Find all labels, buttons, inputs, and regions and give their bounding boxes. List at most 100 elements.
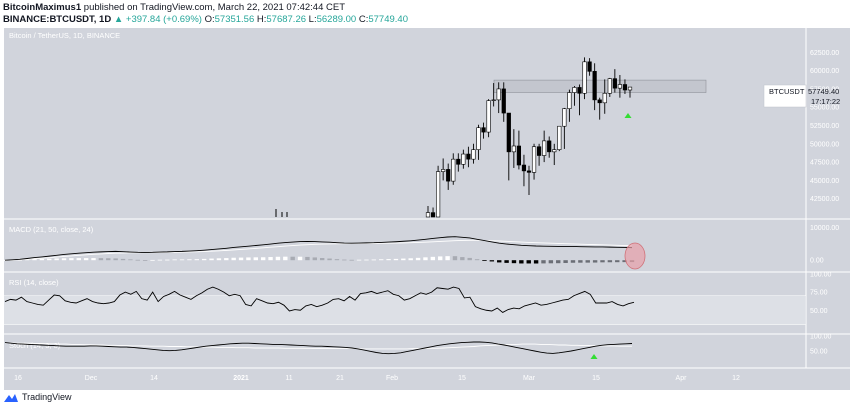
low-label: L: bbox=[308, 14, 317, 25]
stoch-pane-label: Stoch (14, 3, 3) bbox=[9, 341, 61, 350]
macd-histogram-bar bbox=[120, 258, 126, 261]
symbol-label: BINANCE:BTCUSDT, 1D bbox=[3, 14, 112, 25]
macd-histogram-bar bbox=[194, 259, 199, 261]
candle bbox=[435, 171, 441, 218]
candle bbox=[612, 78, 617, 89]
stoch-axis: 100.00 50.00 bbox=[810, 334, 832, 356]
stoch-tick-label: 50.00 bbox=[810, 349, 828, 356]
macd-pane[interactable] bbox=[2, 236, 635, 264]
stoch-d-line bbox=[5, 342, 632, 350]
macd-pane-label: MACD (21, 50, close, 24) bbox=[9, 225, 94, 234]
macd-histogram-bar bbox=[364, 259, 369, 261]
macd-histogram-bar bbox=[452, 256, 458, 261]
macd-histogram-bar bbox=[519, 260, 524, 264]
macd-histogram-bar bbox=[238, 257, 244, 261]
time-tick-label: 15 bbox=[592, 375, 600, 382]
macd-histogram-bar bbox=[497, 260, 502, 263]
candle bbox=[562, 108, 567, 127]
macd-histogram-bar bbox=[607, 260, 613, 263]
macd-histogram-bar bbox=[393, 258, 399, 261]
macd-histogram-bar bbox=[319, 258, 325, 261]
price-tick-label: 60000.00 bbox=[810, 68, 839, 75]
macd-histogram-bar bbox=[179, 259, 185, 261]
macd-histogram-bar bbox=[415, 257, 421, 261]
change-value: +397.84 (+0.69%) bbox=[125, 14, 202, 25]
macd-histogram-bar bbox=[54, 258, 59, 261]
macd-histogram-bar bbox=[371, 259, 377, 261]
rsi-pane[interactable] bbox=[4, 286, 806, 326]
rsi-tick-label: 75.00 bbox=[810, 290, 828, 297]
macd-histogram-bar bbox=[231, 257, 236, 261]
macd-histogram-bar bbox=[342, 259, 347, 261]
candle bbox=[466, 153, 471, 160]
macd-histogram-bar bbox=[150, 259, 155, 261]
stoch-pane[interactable] bbox=[4, 341, 633, 355]
price-axis-background bbox=[806, 28, 850, 368]
candle bbox=[446, 169, 451, 182]
candle bbox=[506, 112, 511, 153]
macd-histogram-bar bbox=[216, 258, 222, 261]
macd-histogram-bar bbox=[423, 257, 428, 261]
time-tick-label: Feb bbox=[386, 375, 398, 382]
candle bbox=[511, 145, 516, 153]
price-badge-value: 57749.40 bbox=[808, 87, 839, 96]
macd-histogram-bar bbox=[268, 257, 273, 261]
price-tick-label: 45000.00 bbox=[810, 178, 839, 185]
price-badge-countdown: 17:17:22 bbox=[811, 97, 840, 106]
macd-histogram-bar bbox=[334, 259, 340, 261]
candle bbox=[441, 169, 446, 172]
macd-histogram-bar bbox=[592, 260, 598, 263]
candle bbox=[587, 61, 592, 72]
open-value: 57351.56 bbox=[214, 14, 255, 25]
macd-histogram-bar bbox=[76, 258, 81, 261]
tradingview-footer[interactable]: TradingView bbox=[4, 392, 72, 402]
macd-histogram-bar bbox=[489, 260, 495, 262]
macd-histogram-bar bbox=[541, 260, 546, 264]
candle bbox=[516, 145, 521, 166]
time-tick-label: Apr bbox=[676, 375, 688, 382]
signal-up-arrow-icon bbox=[624, 113, 632, 118]
macd-histogram-bar bbox=[91, 258, 96, 261]
macd-histogram-bar bbox=[24, 259, 30, 261]
macd-histogram-bar bbox=[305, 256, 310, 261]
macd-histogram-bar bbox=[283, 256, 288, 261]
price-badge[interactable]: BTCUSDT 57749.40 17:17:22 bbox=[763, 84, 840, 108]
price-tick-label: 62500.00 bbox=[810, 50, 839, 57]
price-axis: 42500.00 45000.00 47500.00 50000.00 52500.00… bbox=[810, 50, 839, 203]
price-badge-symbol: BTCUSDT bbox=[769, 87, 805, 96]
publish-line: BitcoinMaximus1 published on TradingView… bbox=[3, 2, 345, 13]
macd-tick-label: 10000.00 bbox=[810, 225, 839, 232]
rsi-tick-label: 50.00 bbox=[810, 308, 828, 315]
candle bbox=[430, 212, 436, 218]
time-tick-label: 16 bbox=[14, 375, 22, 382]
publisher-name[interactable]: BitcoinMaximus1 bbox=[3, 2, 82, 13]
macd-histogram-bar bbox=[585, 260, 590, 263]
macd-histogram-bar bbox=[327, 258, 332, 261]
macd-histogram-bar bbox=[312, 257, 318, 261]
resistance-zone bbox=[493, 79, 707, 93]
stoch-tick-label: 100.00 bbox=[810, 334, 832, 341]
macd-histogram-bar bbox=[98, 258, 104, 261]
candle bbox=[627, 86, 633, 91]
candle bbox=[526, 170, 532, 173]
macd-histogram-bar bbox=[47, 258, 52, 261]
macd-histogram-bar bbox=[187, 259, 192, 261]
candle bbox=[547, 140, 552, 153]
open-label: O: bbox=[204, 14, 215, 25]
candle bbox=[592, 71, 597, 101]
macd-histogram-bar bbox=[386, 259, 391, 261]
price-pane[interactable] bbox=[275, 57, 707, 218]
macd-histogram-bar bbox=[467, 257, 472, 261]
candle bbox=[567, 92, 572, 109]
time-tick-label: Dec bbox=[85, 375, 98, 382]
price-tick-label: 55000.00 bbox=[810, 105, 839, 112]
candle bbox=[597, 99, 602, 104]
macd-histogram-bar bbox=[106, 258, 111, 261]
rsi-pane-label: RSI (14, close) bbox=[9, 278, 59, 287]
macd-histogram-bar bbox=[128, 259, 133, 261]
rsi-band bbox=[4, 295, 806, 325]
candle bbox=[602, 92, 607, 104]
chart-canvas[interactable]: Bitcoin / TetherUS, 1D, BINANCE 42500.00… bbox=[0, 28, 850, 390]
up-arrow-icon: ▲ bbox=[113, 14, 124, 25]
macd-highlight-circle bbox=[624, 242, 646, 270]
